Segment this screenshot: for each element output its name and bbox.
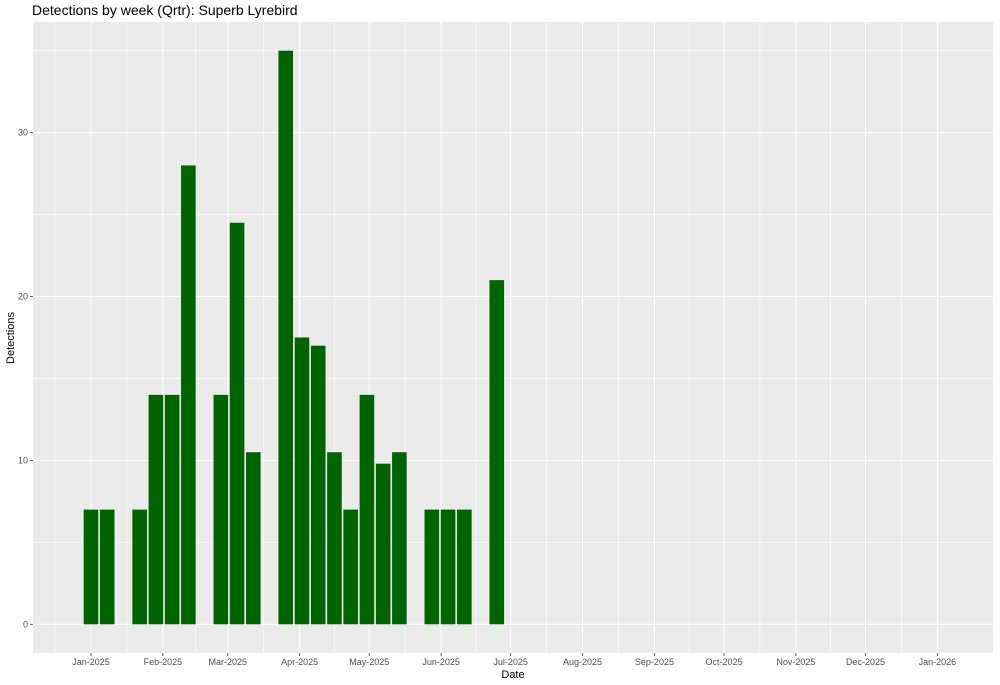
x-axis-title: Date [501,669,524,681]
x-tick-label: Jul-2025 [493,657,528,667]
x-tick-label: Apr-2025 [281,657,318,667]
y-tick-label: 30 [18,128,28,138]
bar-2025-05-07 [375,463,391,625]
x-tick-label: Nov-2025 [776,657,815,667]
bar-2025-03-12 [245,452,261,625]
bar-2025-03-26 [278,50,294,625]
bar-2025-01-22 [132,509,147,625]
x-tick-label: Feb-2025 [144,657,183,667]
y-axis-title: Detections [5,312,17,364]
y-axis: 0 10 20 30 [18,128,33,629]
bar-2025-02-05 [164,394,180,625]
x-tick-label: Sep-2025 [635,657,674,667]
chart-title: Detections by week (Qrtr): Superb Lyrebi… [32,2,298,18]
bar-2025-01-08 [99,509,115,625]
bar-2025-06-04 [440,509,456,625]
x-tick-label: Oct-2025 [705,657,742,667]
bar-2025-04-23 [343,509,358,625]
x-tick-label: Jan-2025 [72,657,110,667]
bar-2025-01-01 [83,509,99,625]
bar-2025-05-28 [424,509,440,625]
bar-2025-04-09 [310,345,326,625]
x-tick-label: Dec-2025 [846,657,885,667]
bar-2025-03-05 [229,222,245,625]
bar-2025-06-11 [457,509,472,625]
bar-2025-05-14 [392,452,407,625]
bar-2025-02-12 [181,165,196,625]
x-tick-label: Jan-2026 [919,657,957,667]
bar-2025-04-16 [327,452,342,625]
bar-2025-04-02 [294,337,310,625]
bars [83,50,505,625]
bar-2025-06-25 [489,280,505,625]
x-tick-label: Mar-2025 [209,657,248,667]
x-axis: Jan-2025 Feb-2025 Mar-2025 Apr-2025 May-2025… [72,653,956,667]
y-tick-label: 10 [18,455,28,465]
bar-2025-01-29 [148,394,164,625]
x-tick-label: Aug-2025 [563,657,602,667]
y-tick-label: 20 [18,292,28,302]
x-tick-label: May-2025 [349,657,389,667]
bar-2025-04-30 [359,394,375,625]
x-tick-label: Jun-2025 [422,657,460,667]
y-tick-label: 0 [23,619,28,629]
bar-2025-02-26 [213,394,229,625]
